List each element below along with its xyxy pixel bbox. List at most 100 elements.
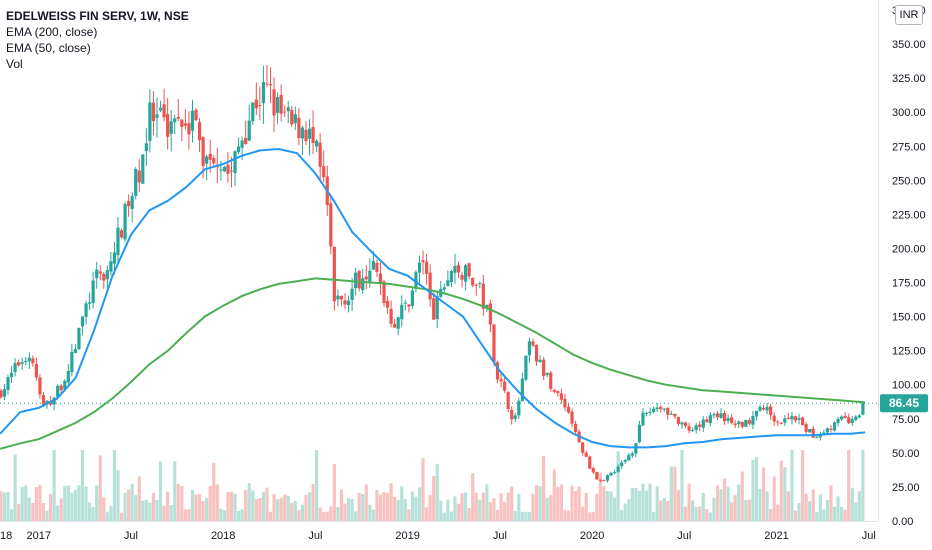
symbol-title[interactable]: EDELWEISS FIN SERV, 1W, NSE [6, 9, 189, 23]
candle-body-184 [652, 408, 656, 412]
ema50-legend[interactable]: EMA (50, close) [6, 41, 91, 55]
volume-bar-44 [155, 499, 159, 521]
candle-body-122 [432, 298, 436, 320]
volume-bar-33 [116, 470, 120, 521]
candle-body-218 [772, 415, 776, 422]
volume-bar-36 [127, 489, 131, 521]
volume-bar-84 [297, 510, 301, 521]
volume-bar-109 [385, 493, 390, 521]
candle-body-31 [109, 261, 113, 272]
candle-body-241 [854, 416, 858, 420]
candle-body-217 [769, 406, 773, 415]
volume-bar-6 [20, 486, 24, 521]
candle-body-173 [612, 472, 617, 474]
candle-body-115 [407, 304, 411, 307]
volume-bar-45 [158, 461, 163, 521]
volume-bar-241 [854, 502, 858, 521]
volume-bar-35 [123, 492, 127, 521]
candle-body-153 [542, 359, 546, 377]
candle-body-140 [495, 362, 500, 380]
candle-body-25 [88, 302, 92, 304]
volume-bar-163 [577, 486, 581, 521]
candle-body-87 [307, 128, 312, 139]
volume-bar-230 [815, 512, 819, 521]
candle-body-233 [825, 428, 830, 433]
volume-bar-37 [130, 483, 134, 521]
candle-body-84 [297, 117, 301, 139]
volume-bar-157 [556, 486, 560, 521]
candle-body-209 [740, 422, 744, 427]
volume-bar-102 [361, 494, 365, 521]
volume-bar-52 [183, 509, 187, 521]
candle-body-236 [836, 419, 840, 423]
candle-body-43 [151, 102, 156, 121]
volume-bar-31 [109, 505, 113, 521]
volume-bar-223 [790, 450, 794, 521]
candle-body-144 [510, 409, 514, 420]
volume-bar-60 [212, 462, 216, 521]
volume-bar-221 [783, 467, 787, 521]
candle-body-117 [414, 272, 418, 289]
volume-bar-7 [24, 485, 28, 521]
candle-body-47 [166, 114, 170, 137]
volume-bar-146 [517, 493, 521, 521]
volume-bar-3 [9, 509, 14, 521]
candle-body-133 [471, 277, 475, 286]
candle-body-86 [304, 129, 308, 142]
vol-legend[interactable]: Vol [6, 57, 23, 71]
candle-body-89 [315, 140, 319, 147]
volume-bar-189 [669, 466, 673, 521]
volume-bar-153 [542, 455, 546, 521]
candle-body-222 [786, 417, 790, 419]
volume-bar-133 [471, 473, 475, 521]
volume-bar-216 [765, 491, 769, 521]
ema200-legend[interactable]: EMA (200, close) [6, 25, 98, 39]
volume-bar-147 [520, 511, 524, 521]
volume-bar-228 [808, 501, 812, 521]
volume-bar-143 [506, 492, 510, 521]
candle-body-188 [666, 407, 670, 415]
volume-bar-239 [847, 450, 851, 521]
candle-body-170 [602, 480, 606, 482]
candle-body-179 [634, 443, 638, 454]
candle-body-177 [627, 455, 631, 461]
volume-bar-85 [300, 504, 305, 521]
volume-bar-68 [240, 509, 244, 521]
candle-body-239 [847, 417, 851, 424]
y-tick-label-10: 250.00 [892, 175, 926, 187]
volume-bar-73 [258, 498, 262, 521]
candle-body-235 [832, 422, 837, 431]
volume-bar-22 [77, 485, 81, 521]
currency-badge[interactable]: INR [895, 5, 923, 25]
volume-bar-196 [694, 507, 698, 521]
candle-body-166 [588, 456, 592, 469]
candle-body-98 [346, 300, 351, 306]
candle-body-210 [744, 420, 748, 427]
volume-bar-131 [464, 492, 468, 521]
candle-body-69 [244, 137, 248, 144]
volume-bar-232 [822, 509, 826, 521]
volume-bar-212 [751, 459, 755, 521]
candle-body-41 [144, 143, 148, 152]
candle-body-81 [286, 107, 290, 112]
x-tick-label-1: 2017 [26, 530, 50, 542]
candle-body-107 [378, 273, 383, 284]
volume-bar-74 [261, 492, 266, 521]
candle-body-205 [726, 418, 730, 421]
candle-body-116 [410, 290, 414, 306]
candle-body-215 [761, 407, 766, 410]
volume-bar-104 [368, 504, 372, 521]
candle-body-226 [800, 417, 805, 426]
candle-body-149 [527, 341, 532, 356]
candle-body-160 [566, 406, 571, 413]
candle-body-91 [322, 166, 326, 178]
candle-body-183 [648, 411, 652, 413]
candle-body-65 [229, 170, 234, 172]
volume-bar-179 [634, 487, 638, 521]
candle-body-157 [556, 390, 560, 393]
candle-body-224 [793, 416, 798, 421]
candle-body-161 [570, 411, 574, 424]
volume-bar-124 [439, 500, 443, 521]
volume-bar-225 [797, 503, 801, 521]
